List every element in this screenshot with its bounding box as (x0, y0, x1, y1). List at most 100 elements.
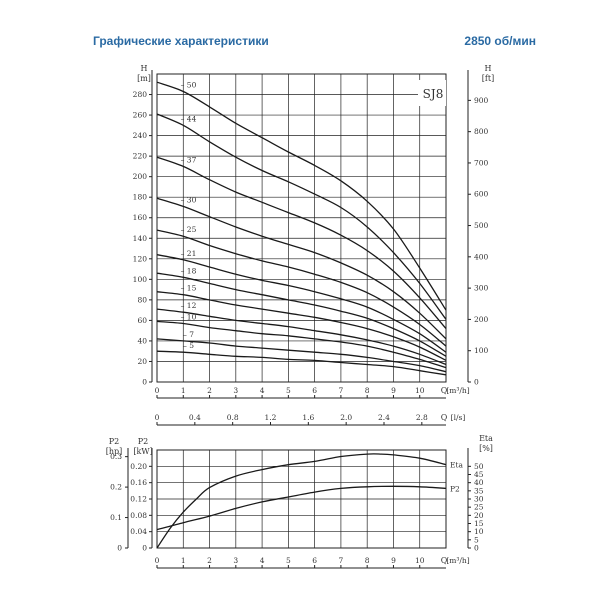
x-tick-label: 10 (415, 386, 425, 395)
y-axis-eta-unit: [%] (479, 444, 493, 453)
curve-stage-5 (156, 350, 447, 376)
y-tick-label-right: 800 (474, 127, 489, 136)
x-tick-label: 7 (339, 386, 344, 395)
x2-tick-label: 0.4 (189, 413, 201, 422)
x-tick-label: 10 (415, 556, 425, 565)
curve-stage-50 (156, 81, 447, 311)
curve-label: – 7 (183, 330, 194, 339)
y-tick-label-right: 500 (474, 221, 489, 230)
y-tick-label-left: 60 (137, 316, 147, 325)
x2-tick-label: 0 (155, 413, 160, 422)
x-tick-label: 9 (391, 556, 396, 565)
y-tick-label-eta: 30 (474, 495, 484, 504)
y-tick-label-right: 700 (474, 158, 489, 167)
x-tick-label: 8 (365, 556, 370, 565)
curve-label: – 21 (181, 249, 197, 258)
x-tick-label: 4 (260, 386, 265, 395)
y-tick-label-left: 140 (133, 234, 148, 243)
model-label-box (418, 80, 446, 106)
x-tick-label: 1 (181, 386, 186, 395)
curve-label-eta: Eta (450, 461, 463, 470)
curve-label: – 10 (181, 312, 197, 321)
x-axis-label: Q (441, 386, 448, 395)
curve-label-p2: P2 (450, 484, 460, 493)
y-tick-label-left: 40 (137, 336, 147, 345)
y-tick-label-kw: 0.16 (130, 478, 147, 487)
y-axis-right-label: H (485, 64, 492, 73)
power-efficiency-chart: 00.040.080.120.160.20P2[kW]00.10.20.3P2[… (106, 434, 493, 569)
curve-stage-37 (156, 156, 447, 330)
y-tick-label-eta: 45 (474, 470, 484, 479)
curve-label: – 15 (181, 284, 197, 293)
x2-axis-unit: [l/s] (451, 413, 466, 422)
y-tick-label-eta: 25 (474, 503, 484, 512)
y-tick-label-kw: 0.04 (130, 527, 147, 536)
y-axis-right-unit: [ft] (482, 74, 494, 83)
y-tick-label-left: 100 (133, 275, 148, 284)
x-tick-label: 0 (155, 386, 160, 395)
x2-tick-label: 2.8 (416, 413, 428, 422)
x-axis-label: Q (441, 556, 448, 565)
plot-frame (156, 73, 447, 383)
x-tick-label: 8 (365, 386, 370, 395)
curve-p2 (156, 485, 447, 531)
curve-stage-10 (156, 320, 447, 369)
curve-stage-30 (156, 197, 447, 340)
y-tick-label-left: 20 (137, 357, 147, 366)
x-tick-label: 3 (233, 556, 238, 565)
curve-label: – 18 (181, 266, 197, 275)
model-label: SJ8 (423, 87, 444, 101)
y-tick-label-left: 240 (133, 131, 148, 140)
y-tick-label-left: 280 (133, 90, 148, 99)
x2-axis-label: Q (441, 413, 448, 422)
x-tick-label: 6 (312, 386, 317, 395)
y-tick-label-left: 0 (142, 378, 147, 387)
y-tick-label-right: 600 (474, 190, 489, 199)
curve-label: – 50 (181, 80, 197, 89)
curve-label: – 37 (181, 155, 197, 164)
curve-stage-18 (156, 272, 447, 357)
y-tick-label-right: 900 (474, 96, 489, 105)
curve-stage-25 (156, 229, 447, 347)
y-tick-label-eta: 40 (474, 478, 484, 487)
y-tick-label-hp: 0.2 (110, 483, 122, 492)
chart-title: Графические характеристики (93, 34, 269, 48)
x-tick-label: 6 (312, 556, 317, 565)
x-tick-label: 1 (181, 556, 186, 565)
x-tick-label: 7 (339, 556, 344, 565)
y-tick-label-eta: 50 (474, 462, 484, 471)
y-tick-label-right: 300 (474, 284, 489, 293)
y-tick-label-right: 200 (474, 315, 489, 324)
x-tick-label: 2 (207, 556, 212, 565)
y-tick-label-right: 100 (474, 346, 489, 355)
x2-tick-label: 2.4 (378, 413, 390, 422)
x-tick-label: 5 (286, 386, 291, 395)
x-tick-label: 9 (391, 386, 396, 395)
y-tick-label-eta: 5 (474, 535, 479, 544)
y-tick-label-left: 180 (133, 193, 148, 202)
x2-tick-label: 1.2 (265, 413, 277, 422)
x-axis-unit: [m³/h] (446, 556, 469, 565)
y-tick-label-left: 220 (133, 152, 148, 161)
y-axis-eta-label: Eta (479, 434, 493, 443)
y-tick-label-eta: 15 (474, 519, 484, 528)
y-axis-hp-unit: [hp] (106, 447, 123, 456)
curve-label: – 30 (181, 195, 197, 204)
y-axis-kw-label: P2 (138, 437, 148, 446)
x-tick-label: 0 (155, 556, 160, 565)
y-tick-label-hp: 0.3 (110, 452, 122, 461)
curve-stage-21 (156, 254, 447, 353)
curve-label: – 44 (181, 114, 197, 123)
x2-tick-label: 0.8 (227, 413, 239, 422)
y-tick-label-kw: 0.12 (130, 495, 147, 504)
y-tick-label-left: 200 (133, 172, 148, 181)
x2-tick-label: 2.0 (340, 413, 352, 422)
y-tick-label-left: 80 (137, 295, 147, 304)
x-tick-label: 3 (233, 386, 238, 395)
curve-stage-7 (156, 338, 447, 373)
x-axis-unit: [m³/h] (446, 386, 469, 395)
head-flow-chart: 020406080100120140160180200220240260280H… (133, 64, 494, 426)
y-tick-label-right: 0 (474, 378, 479, 387)
y-tick-label-kw: 0 (142, 544, 147, 553)
